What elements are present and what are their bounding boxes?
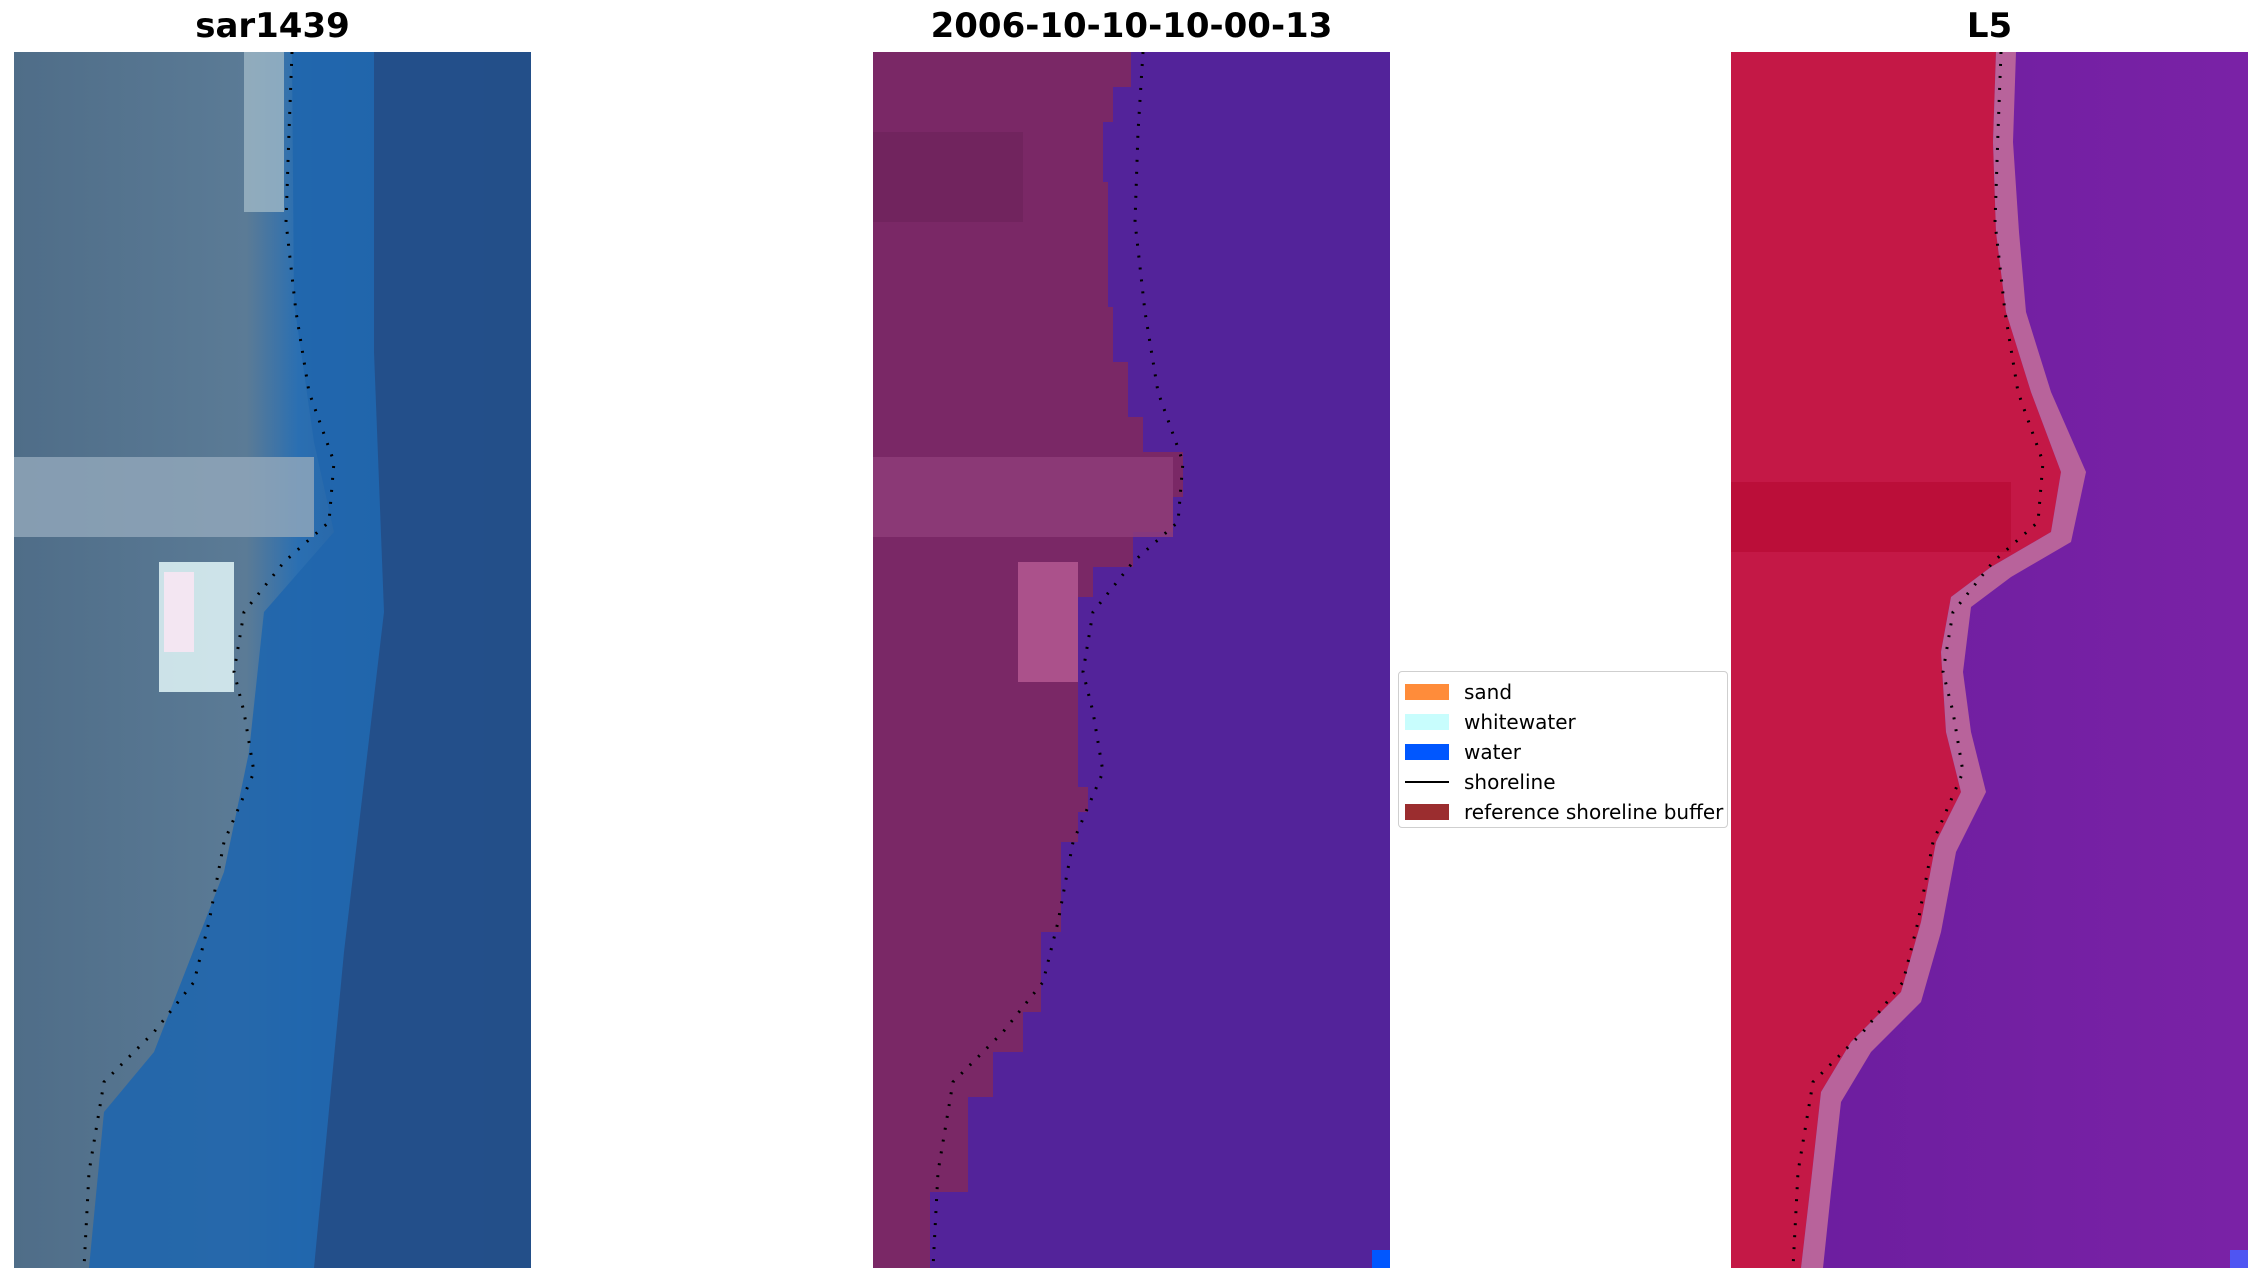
sand-swatch [1405, 684, 1449, 700]
rgb-bright-patch [14, 457, 314, 537]
legend-item-shoreline: shoreline [1405, 768, 1556, 796]
legend-label-reference-buffer: reference shoreline buffer [1464, 800, 1724, 824]
legend-item-water: water [1405, 738, 1521, 766]
legend-item-reference-buffer: reference shoreline buffer [1405, 798, 1723, 826]
classified-shoreline [931, 52, 1185, 1268]
reference-buffer-swatch [1405, 804, 1449, 820]
classified-dark-patch [873, 132, 1023, 222]
shoreline-line-swatch [1405, 781, 1449, 783]
rgb-bright-strip [244, 52, 284, 212]
classified-bright-patch [873, 457, 1173, 537]
legend: sand whitewater water shoreline referenc… [1398, 671, 1728, 828]
legend-label-shoreline: shoreline [1464, 770, 1556, 794]
legend-item-whitewater: whitewater [1405, 708, 1576, 736]
panel-title-index: L5 [1966, 6, 2013, 46]
rgb-image-panel [14, 52, 531, 1268]
panel-title-rgb: sar1439 [195, 6, 350, 46]
rgb-deep-water [314, 52, 531, 1268]
legend-item-sand: sand [1405, 678, 1512, 706]
index-dark-patch [1731, 482, 2011, 552]
legend-label-water: water [1464, 740, 1521, 764]
index-shoreline [1791, 52, 2045, 1268]
index-water-pixel [2230, 1250, 2248, 1268]
classified-image-panel [873, 52, 1390, 1268]
whitewater-swatch [1405, 714, 1449, 730]
panel-title-classified: 2006-10-10-10-00-13 [930, 6, 1333, 46]
classified-water-pixel [1372, 1250, 1390, 1268]
classified-whitewater-patch [1018, 562, 1078, 682]
water-swatch [1405, 744, 1449, 760]
legend-label-sand: sand [1464, 680, 1513, 704]
legend-label-whitewater: whitewater [1464, 710, 1576, 734]
index-land-region [1731, 52, 2061, 1268]
index-image-panel [1731, 52, 2248, 1268]
rgb-shoreline [82, 52, 336, 1268]
rgb-whitewater-core [164, 572, 194, 652]
